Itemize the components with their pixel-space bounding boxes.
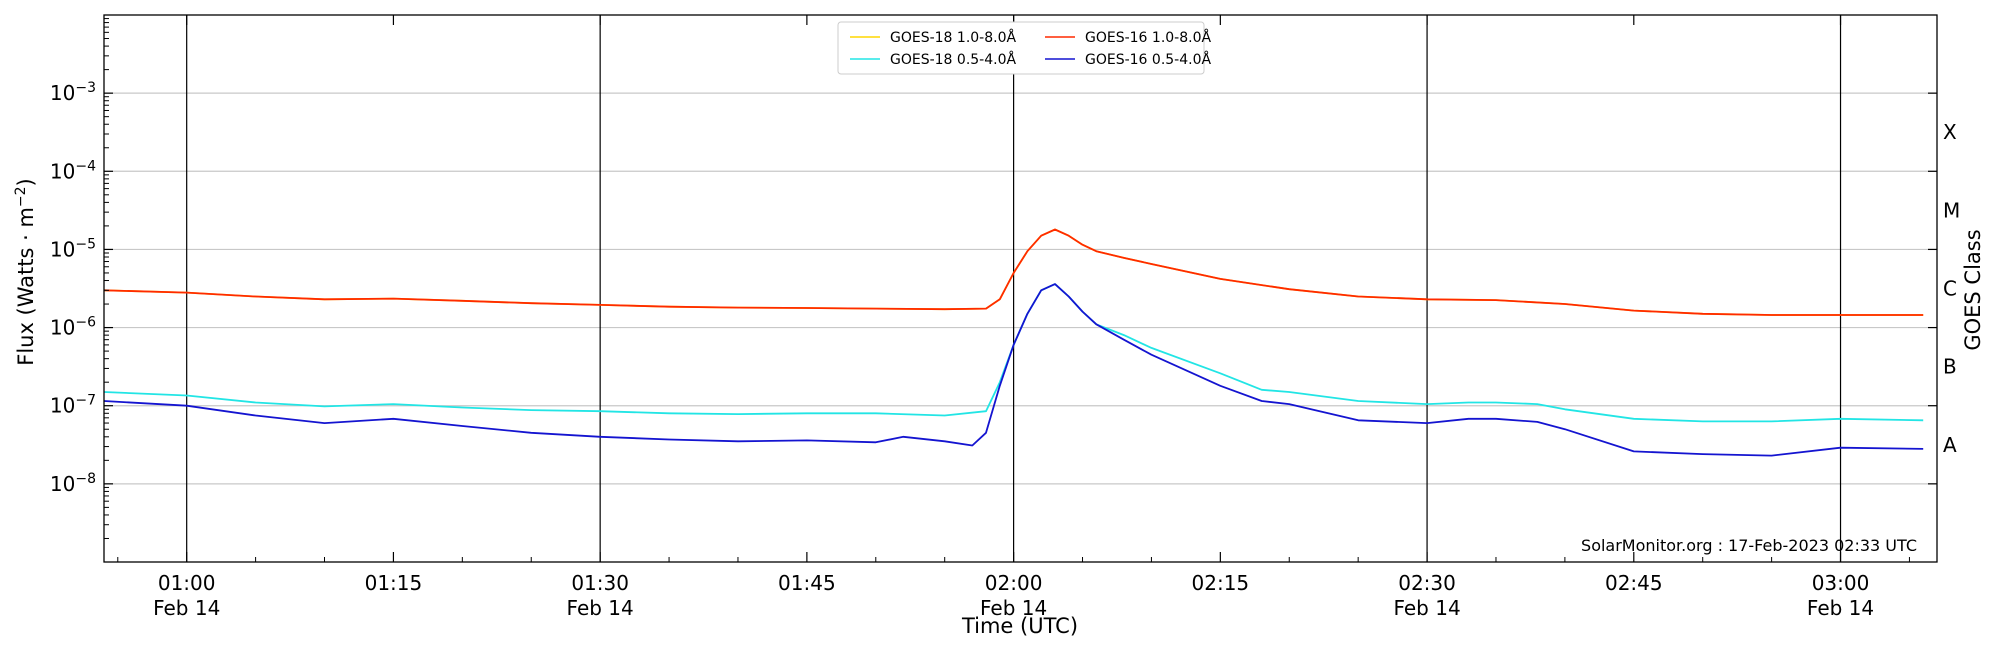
y-tick-exponent: −7 [75, 393, 96, 409]
x-tick-time: 01:00 [158, 571, 216, 595]
y-tick-base: 10 [50, 237, 75, 261]
y-axis-title: Flux (Watts · m−2) [13, 178, 38, 366]
y-tick-base: 10 [50, 472, 75, 496]
y-tick-label: 10−7 [50, 393, 96, 418]
x-tick-day: Feb 14 [153, 596, 220, 620]
legend-label: GOES-18 1.0-8.0Å [890, 29, 1016, 46]
goes-class-labels: A B C M X [1943, 120, 1960, 457]
series-line [103, 283, 1924, 457]
y-tick-base: 10 [50, 159, 75, 183]
y-tick-exponent: −3 [75, 80, 96, 96]
goes-class-axis-title: GOES Class [1961, 229, 1985, 350]
y-tick-exponent: −4 [75, 158, 96, 174]
goes-class-label: M [1943, 198, 1960, 222]
credit-text: SolarMonitor.org : 17-Feb-2023 02:33 UTC [1581, 536, 1917, 555]
x-tick-time: 02:45 [1605, 571, 1663, 595]
y-tick-exponent: −6 [75, 315, 96, 331]
y-tick-base: 10 [50, 316, 75, 340]
y-tick-exponent: −8 [75, 471, 96, 487]
y-tick-base: 10 [50, 81, 75, 105]
y-tick-label: 10−8 [50, 471, 96, 496]
x-tick-day: Feb 14 [567, 596, 634, 620]
y-tick-label: 10−6 [50, 315, 96, 340]
legend-label: GOES-16 0.5-4.0Å [1085, 51, 1211, 68]
y-tick-label: 10−3 [50, 80, 96, 105]
x-tick-time: 01:15 [365, 571, 423, 595]
x-tick-day: Feb 14 [980, 596, 1047, 620]
x-axis-title: Time (UTC) [961, 614, 1078, 638]
series-line [103, 228, 1924, 316]
y-axis-title-exponent: −2 [13, 186, 29, 207]
y-tick-label: 10−5 [50, 236, 96, 261]
x-tick-time: 01:45 [778, 571, 836, 595]
legend: GOES-18 1.0-8.0Å GOES-18 0.5-4.0Å GOES-16 … [837, 21, 1211, 75]
y-tick-exponent: −5 [75, 236, 96, 252]
x-tick-time: 02:15 [1192, 571, 1250, 595]
axis-ticks [104, 15, 1937, 562]
goes-class-label: X [1943, 120, 1957, 144]
x-tick-time: 01:30 [571, 571, 629, 595]
x-tick-time: 03:00 [1812, 571, 1870, 595]
x-tick-day: Feb 14 [1393, 596, 1460, 620]
x-tick-day: Feb 14 [1807, 596, 1874, 620]
y-tick-labels: 10−810−710−610−510−410−3 [50, 80, 96, 496]
legend-label: GOES-16 1.0-8.0Å [1085, 29, 1211, 46]
plot-frame [103, 14, 1938, 563]
y-tick-label: 10−4 [50, 158, 96, 183]
y-axis-title-close: ) [14, 178, 38, 186]
goes-class-label: A [1943, 433, 1957, 457]
x-tick-time: 02:00 [985, 571, 1043, 595]
y-axis-title-main: Flux (Watts · m [14, 207, 38, 366]
series-layer [103, 228, 1924, 457]
goes-class-label: C [1943, 277, 1957, 301]
legend-box [837, 21, 1205, 75]
legend-label: GOES-18 0.5-4.0Å [890, 51, 1016, 68]
x-tick-time: 02:30 [1398, 571, 1456, 595]
goes-class-label: B [1943, 355, 1957, 379]
y-tick-base: 10 [50, 394, 75, 418]
